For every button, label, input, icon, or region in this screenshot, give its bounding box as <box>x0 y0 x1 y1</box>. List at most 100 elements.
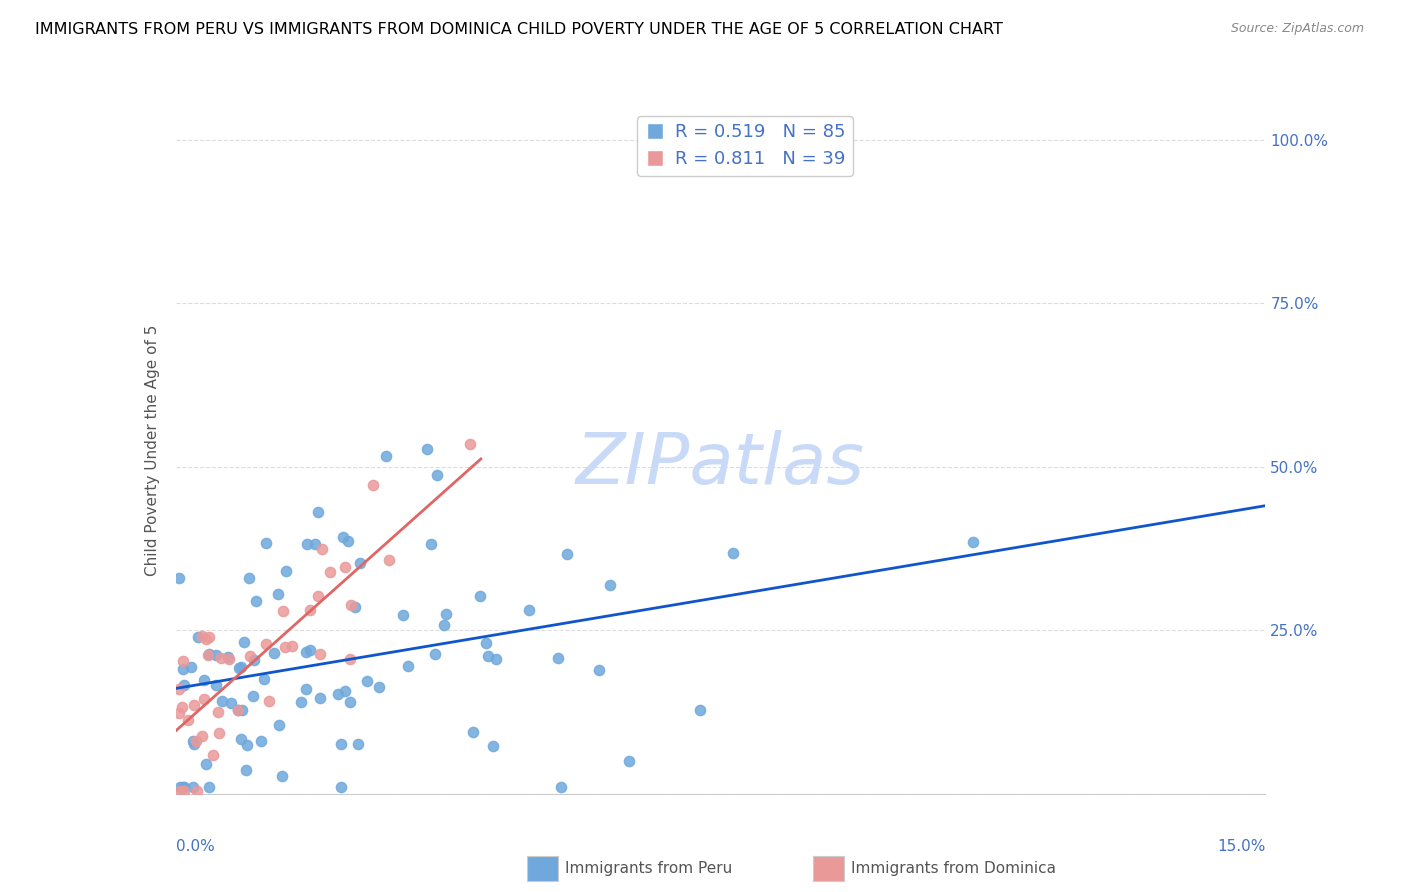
Point <box>311 541 333 556</box>
Point <box>197 648 219 662</box>
Text: Immigrants from Peru: Immigrants from Peru <box>565 862 733 876</box>
Point <box>239 649 262 664</box>
Point <box>245 594 267 608</box>
Point <box>433 617 456 632</box>
Point <box>298 602 321 616</box>
Point <box>217 649 239 664</box>
Point <box>198 780 221 795</box>
Point <box>319 566 342 580</box>
Point <box>962 535 984 549</box>
Point <box>461 724 484 739</box>
Text: ZIPatlas: ZIPatlas <box>576 430 865 499</box>
Point <box>547 651 569 665</box>
Point <box>173 783 195 797</box>
Text: 15.0%: 15.0% <box>1218 838 1265 854</box>
Point <box>198 630 221 644</box>
Point <box>295 682 318 697</box>
Point <box>229 659 252 673</box>
Point <box>368 680 391 694</box>
Point <box>172 654 194 668</box>
Text: IMMIGRANTS FROM PERU VS IMMIGRANTS FROM DOMINICA CHILD POVERTY UNDER THE AGE OF : IMMIGRANTS FROM PERU VS IMMIGRANTS FROM … <box>35 22 1002 37</box>
Point <box>228 661 250 675</box>
Point <box>181 733 204 747</box>
Point <box>396 658 419 673</box>
Text: Source: ZipAtlas.com: Source: ZipAtlas.com <box>1230 22 1364 36</box>
Point <box>180 660 202 674</box>
Point <box>169 783 191 797</box>
Point <box>207 706 229 720</box>
Point <box>205 648 228 663</box>
Point <box>356 673 378 688</box>
Point <box>517 602 540 616</box>
Point <box>254 637 277 651</box>
Point <box>485 651 508 665</box>
Point <box>588 663 610 677</box>
Point <box>361 478 384 492</box>
Point <box>231 703 253 717</box>
Point <box>290 695 312 709</box>
Point <box>333 684 356 698</box>
Point <box>332 530 354 544</box>
Point <box>335 560 357 574</box>
Point <box>330 737 353 751</box>
Point <box>274 640 297 654</box>
Point <box>249 733 271 747</box>
Point <box>228 703 250 717</box>
Point <box>190 729 212 743</box>
Point <box>184 733 207 747</box>
Point <box>276 564 298 578</box>
Point <box>721 545 744 559</box>
Point <box>304 537 326 551</box>
Point <box>173 678 195 692</box>
Point <box>298 643 321 657</box>
Point <box>229 731 252 746</box>
Point <box>211 694 233 708</box>
Point <box>172 662 194 676</box>
Point <box>550 780 572 795</box>
Point <box>619 754 641 768</box>
Point <box>242 689 264 703</box>
Text: Immigrants from Dominica: Immigrants from Dominica <box>851 862 1056 876</box>
Point <box>193 673 215 687</box>
Point <box>343 599 366 614</box>
Point <box>270 769 292 783</box>
Point <box>339 695 361 709</box>
Point <box>219 696 242 710</box>
Point <box>173 780 195 795</box>
Point <box>169 682 191 697</box>
Point <box>187 631 209 645</box>
Point <box>336 533 359 548</box>
Point <box>415 442 437 456</box>
Point <box>263 646 285 660</box>
Point <box>172 780 194 795</box>
Point <box>183 698 205 712</box>
Point <box>339 652 361 666</box>
Point <box>169 780 191 795</box>
Point <box>281 639 304 653</box>
Point <box>254 535 277 549</box>
Point <box>295 537 318 551</box>
Point <box>482 739 505 754</box>
Point <box>392 607 415 622</box>
Point <box>349 556 371 570</box>
Point <box>194 757 217 772</box>
Point <box>195 632 218 646</box>
Point <box>326 687 349 701</box>
Point <box>475 636 498 650</box>
Point <box>374 449 396 463</box>
Point <box>190 628 212 642</box>
Point <box>477 648 499 663</box>
Point <box>266 587 288 601</box>
Point <box>307 505 329 519</box>
Point <box>177 713 200 727</box>
Point <box>257 693 280 707</box>
Point <box>193 692 215 706</box>
Point <box>238 571 260 585</box>
Point <box>269 718 291 732</box>
Point <box>186 783 208 797</box>
Point <box>253 673 276 687</box>
Point <box>243 652 266 666</box>
Point <box>218 652 240 666</box>
Point <box>434 607 457 622</box>
Point <box>425 647 447 661</box>
